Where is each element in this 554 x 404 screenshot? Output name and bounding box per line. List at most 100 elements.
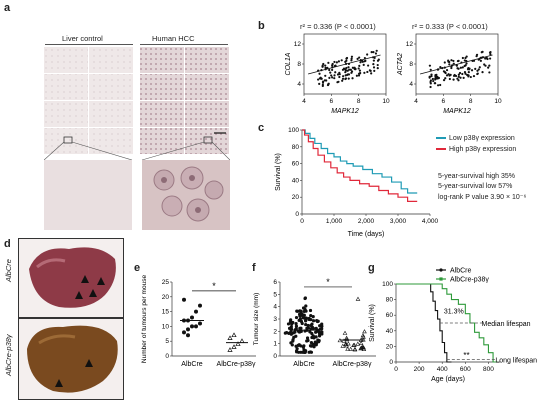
data-point bbox=[472, 74, 476, 78]
data-point bbox=[357, 74, 361, 77]
data-point bbox=[483, 63, 486, 66]
legend-label-albcre: AlbCre bbox=[450, 268, 472, 275]
x-tick-label: 400 bbox=[437, 366, 448, 373]
data-point bbox=[358, 346, 363, 351]
panel-b-right-title: r² = 0.333 (P < 0.0001) bbox=[412, 22, 488, 31]
legend-low-swatch bbox=[436, 137, 446, 140]
data-point bbox=[445, 69, 449, 72]
data-point bbox=[363, 60, 366, 63]
data-point bbox=[462, 76, 465, 79]
data-point bbox=[372, 66, 376, 69]
y-tick-label: 3 bbox=[273, 316, 277, 323]
y-tick-label: 4 bbox=[297, 81, 301, 88]
y-tick-label: 12 bbox=[294, 41, 302, 48]
data-point bbox=[376, 59, 380, 62]
data-point bbox=[360, 333, 366, 338]
data-point bbox=[356, 57, 359, 60]
data-point bbox=[301, 345, 305, 349]
y-tick-label: 40 bbox=[292, 177, 300, 184]
legend-marker-albcre bbox=[439, 268, 443, 272]
data-point bbox=[355, 296, 361, 301]
data-point bbox=[436, 84, 440, 87]
data-point bbox=[309, 341, 314, 345]
data-point bbox=[445, 74, 449, 77]
panel-e-label: e bbox=[134, 262, 141, 274]
data-point bbox=[359, 71, 362, 75]
data-point bbox=[463, 70, 467, 74]
data-point bbox=[461, 72, 464, 76]
data-point bbox=[430, 73, 433, 76]
y-tick-label: 8 bbox=[297, 61, 301, 68]
category-label: AlbCre bbox=[181, 361, 203, 368]
data-point bbox=[318, 72, 321, 75]
data-point bbox=[461, 56, 464, 60]
y-tick-label: 20 bbox=[386, 343, 394, 350]
panel-b-label: b bbox=[258, 20, 265, 32]
data-point bbox=[372, 59, 375, 62]
y-tick-label: 100 bbox=[288, 127, 299, 134]
data-point bbox=[303, 296, 307, 300]
data-point bbox=[450, 59, 453, 62]
x-tick-label: 6 bbox=[330, 98, 334, 105]
data-point bbox=[448, 63, 451, 66]
data-point bbox=[304, 322, 308, 327]
data-point bbox=[359, 61, 362, 64]
scatter-col1a: 4 6 8 10 4 8 12 MAPK12 COL1A bbox=[285, 33, 390, 115]
y-tick-label: 4 bbox=[409, 81, 413, 88]
zoom-hcc-cells bbox=[153, 166, 224, 222]
data-point bbox=[314, 341, 319, 345]
data-point bbox=[429, 68, 432, 71]
data-point bbox=[489, 57, 492, 60]
data-point bbox=[358, 69, 362, 72]
data-point bbox=[465, 62, 468, 65]
panel-b-left-title: r² = 0.336 (P < 0.0001) bbox=[300, 22, 376, 31]
x-tick-label: 10 bbox=[494, 98, 502, 105]
x-tick-label: 0 bbox=[300, 218, 304, 225]
data-point bbox=[479, 59, 482, 62]
data-point bbox=[239, 338, 245, 343]
data-point bbox=[324, 64, 327, 67]
data-point bbox=[333, 60, 336, 64]
data-point bbox=[361, 60, 364, 63]
x-tick-label: 200 bbox=[414, 366, 425, 373]
data-point bbox=[345, 66, 348, 70]
percent-annotation: 31.3% bbox=[444, 308, 464, 315]
data-point bbox=[346, 341, 351, 346]
data-point bbox=[298, 317, 302, 321]
data-point bbox=[287, 326, 292, 330]
data-point bbox=[341, 79, 344, 82]
data-point bbox=[351, 77, 354, 80]
data-point bbox=[477, 68, 480, 71]
col-header-underline-left bbox=[45, 44, 133, 45]
data-point bbox=[452, 59, 455, 63]
data-point bbox=[355, 74, 358, 77]
data-point bbox=[305, 336, 310, 340]
data-point bbox=[333, 77, 336, 80]
data-point bbox=[348, 346, 353, 351]
data-point bbox=[198, 303, 202, 308]
data-point bbox=[337, 60, 341, 63]
data-point bbox=[475, 55, 478, 58]
data-point bbox=[366, 53, 369, 56]
data-point bbox=[452, 74, 456, 77]
data-point bbox=[350, 59, 353, 62]
data-point bbox=[375, 49, 378, 52]
data-point bbox=[350, 55, 354, 58]
data-point bbox=[355, 341, 361, 346]
data-point bbox=[322, 62, 325, 66]
y-tick-label: 4 bbox=[273, 304, 277, 311]
data-point bbox=[476, 72, 479, 75]
y-axis-label: Tumour size (mm) bbox=[253, 293, 260, 345]
data-point bbox=[350, 57, 353, 60]
data-point bbox=[370, 51, 373, 54]
data-point bbox=[428, 76, 431, 79]
x-tick-label: 800 bbox=[483, 366, 494, 373]
data-point bbox=[341, 77, 345, 80]
data-point bbox=[311, 335, 315, 339]
data-point bbox=[317, 78, 320, 81]
data-point bbox=[343, 341, 349, 347]
x-tick-label: 10 bbox=[382, 98, 390, 105]
data-point bbox=[311, 319, 316, 323]
data-point bbox=[439, 83, 442, 87]
data-point bbox=[301, 316, 305, 320]
